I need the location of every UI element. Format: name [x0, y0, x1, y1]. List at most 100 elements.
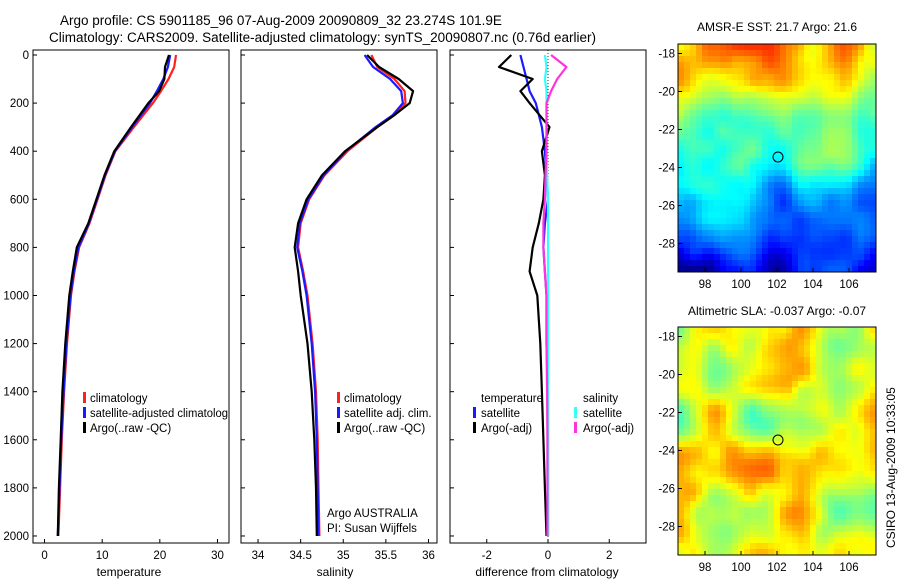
map-cell	[708, 399, 715, 406]
map-cell	[690, 375, 697, 382]
map-cell	[774, 98, 781, 105]
map-cell	[852, 519, 859, 526]
map-cell	[750, 513, 757, 520]
map-cell	[870, 98, 877, 105]
map-cell	[708, 345, 715, 352]
map-cell	[714, 212, 721, 219]
map-cell	[786, 489, 793, 496]
map-cell	[780, 525, 787, 532]
map-cell	[708, 98, 715, 105]
map-cell	[792, 44, 799, 51]
map-cell	[690, 339, 697, 346]
map-cell	[816, 224, 823, 231]
map-cell	[756, 549, 763, 556]
map-cell	[816, 543, 823, 550]
map-cell	[780, 459, 787, 466]
map-cell	[810, 146, 817, 153]
map-cell	[690, 549, 697, 556]
map-cell	[762, 80, 769, 87]
map-cell	[804, 74, 811, 81]
map-cell	[684, 423, 691, 430]
map-cell	[792, 98, 799, 105]
map-cell	[822, 339, 829, 346]
map-cell	[744, 194, 751, 201]
map-cell	[714, 248, 721, 255]
map-cell	[786, 122, 793, 129]
map-cell	[852, 507, 859, 514]
map-cell	[780, 447, 787, 454]
map-cell	[822, 230, 829, 237]
map-cell	[834, 411, 841, 418]
map-cell	[756, 230, 763, 237]
map-cell	[756, 459, 763, 466]
map-cell	[810, 194, 817, 201]
map-cell	[870, 206, 877, 213]
map-cell	[714, 146, 721, 153]
map-cell	[732, 381, 739, 388]
map-cell	[732, 339, 739, 346]
map-cell	[864, 140, 871, 147]
map-cell	[864, 194, 871, 201]
map-cell	[702, 327, 709, 334]
map-cell	[804, 549, 811, 556]
map-cell	[858, 218, 865, 225]
map-cell	[732, 387, 739, 394]
map-cell	[834, 525, 841, 532]
map-cell	[696, 447, 703, 454]
map-cell	[792, 134, 799, 141]
map-cell	[864, 471, 871, 478]
legend-label-temp-argo: Argo(-adj)	[481, 423, 532, 435]
map-cell	[840, 393, 847, 400]
map-cell	[732, 242, 739, 249]
map-y-tick-label: -28	[658, 522, 675, 534]
map-cell	[750, 387, 757, 394]
map-cell	[702, 200, 709, 207]
map-cell	[714, 188, 721, 195]
map-cell	[840, 531, 847, 538]
map-cell	[714, 525, 721, 532]
map-cell	[678, 393, 685, 400]
map-cell	[762, 62, 769, 69]
map-cell	[768, 56, 775, 63]
map-cell	[750, 537, 757, 544]
map-cell	[798, 200, 805, 207]
map-cell	[690, 441, 697, 448]
map-cell	[738, 164, 745, 171]
map-cell	[726, 260, 733, 267]
map-cell	[702, 56, 709, 63]
map-cell	[762, 453, 769, 460]
map-cell	[690, 206, 697, 213]
map-cell	[798, 44, 805, 51]
map-cell	[732, 417, 739, 424]
map-cell	[708, 411, 715, 418]
map-cell	[858, 98, 865, 105]
map-cell	[774, 110, 781, 117]
map-cell	[756, 254, 763, 261]
map-cell	[786, 381, 793, 388]
map-cell	[768, 495, 775, 502]
map-cell	[678, 128, 685, 135]
map-cell	[870, 531, 877, 538]
map-cell	[852, 164, 859, 171]
csiro-timestamp: CSIRO 13-Aug-2009 10:33:05	[884, 387, 898, 548]
map-cell	[810, 80, 817, 87]
map-cell	[678, 194, 685, 201]
map-cell	[696, 140, 703, 147]
map-cell	[762, 248, 769, 255]
map-cell	[786, 525, 793, 532]
map-cell	[720, 182, 727, 189]
map-cell	[702, 477, 709, 484]
map-cell	[732, 92, 739, 99]
map-cell	[870, 134, 877, 141]
map-cell	[696, 471, 703, 478]
map-x-tick-label: 100	[731, 562, 750, 574]
map-cell	[732, 525, 739, 532]
map-cell	[702, 158, 709, 165]
map-cell	[774, 254, 781, 261]
map-cell	[726, 110, 733, 117]
map-cell	[780, 152, 787, 159]
map-cell	[810, 158, 817, 165]
map-cell	[750, 230, 757, 237]
map-cell	[870, 471, 877, 478]
map-cell	[696, 375, 703, 382]
